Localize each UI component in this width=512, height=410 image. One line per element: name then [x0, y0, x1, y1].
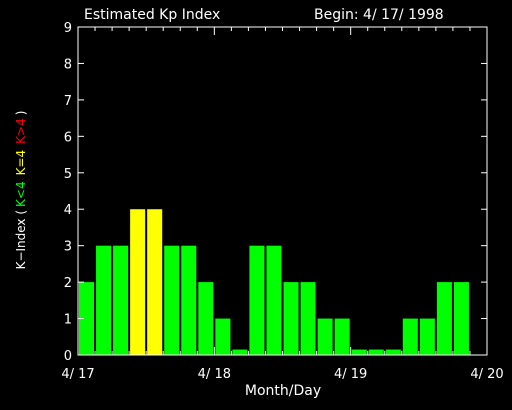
x-tick-label: 4/ 18	[198, 367, 231, 382]
kp-bar	[317, 318, 333, 355]
chart-title: Estimated Kp Index	[84, 7, 220, 23]
kp-bar	[96, 245, 112, 355]
kp-bar	[419, 318, 435, 355]
y-label-eq4: K=4	[14, 150, 28, 176]
kp-bar	[334, 318, 350, 355]
y-tick-label: 0	[64, 349, 72, 364]
y-axis-label: K−Index ( K<4 K=4 K>4)	[14, 111, 28, 270]
kp-bar	[436, 282, 452, 355]
kp-bar	[351, 349, 367, 355]
kp-bar	[453, 282, 469, 355]
kp-bar	[130, 209, 146, 355]
y-label-lt4: K<4	[14, 181, 28, 207]
y-label-gt4: K>4	[14, 118, 28, 144]
kp-bar	[215, 318, 231, 355]
begin-date: Begin: 4/ 17/ 1998	[314, 7, 444, 23]
x-axis: 4/ 17 4/ 18 4/ 19 4/ 20	[61, 27, 504, 382]
kp-bar	[300, 282, 316, 355]
kp-bar	[147, 209, 163, 355]
y-tick-label: 8	[64, 57, 72, 72]
kp-bar	[368, 349, 384, 355]
y-tick-label: 3	[64, 240, 72, 255]
y-tick-label: 5	[64, 167, 72, 182]
y-tick-label: 7	[64, 94, 72, 109]
x-tick-label: 4/ 19	[334, 367, 367, 382]
kp-bar	[402, 318, 418, 355]
kp-bar	[198, 282, 214, 355]
y-label-suffix: )	[14, 111, 28, 116]
y-tick-label: 6	[64, 130, 72, 145]
kp-bar	[164, 245, 180, 355]
x-axis-label: Month/Day	[245, 383, 321, 399]
kp-bar	[266, 245, 282, 355]
kp-bar	[249, 245, 265, 355]
y-tick-label: 1	[64, 313, 72, 328]
x-tick-label: 4/ 20	[470, 367, 503, 382]
kp-bar	[113, 245, 129, 355]
y-tick-label: 9	[64, 21, 72, 36]
kp-bar	[232, 349, 248, 355]
y-label-prefix: K−Index (	[14, 210, 28, 269]
kp-bar	[181, 245, 197, 355]
bars	[79, 209, 469, 355]
kp-bar	[283, 282, 299, 355]
y-tick-label: 2	[64, 276, 72, 291]
y-axis: 0 1 2 3 4 5 6 7 8 9	[64, 21, 487, 364]
kp-bar	[79, 282, 95, 355]
kp-bar	[385, 349, 401, 355]
x-tick-label: 4/ 17	[61, 367, 94, 382]
y-tick-label: 4	[64, 203, 72, 218]
